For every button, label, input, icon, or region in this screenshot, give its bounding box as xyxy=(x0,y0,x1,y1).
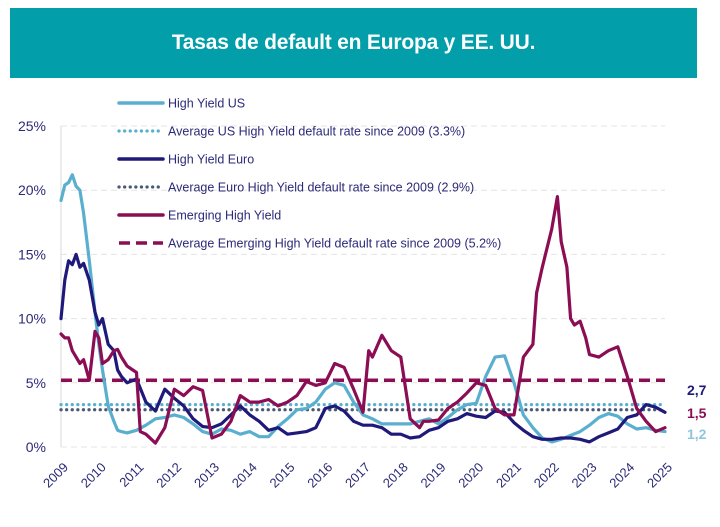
legend-label: High Yield US xyxy=(168,97,245,111)
end-value-label: 1,2 xyxy=(687,426,707,442)
legend-label: High Yield Euro xyxy=(168,153,254,167)
chart-title-banner: Tasas de default en Europa y EE. UU. xyxy=(10,8,697,78)
y-tick-label: 20% xyxy=(18,182,46,198)
x-tick-label: 2010 xyxy=(78,460,109,491)
x-tick-label: 2013 xyxy=(191,460,222,491)
y-tick-label: 0% xyxy=(26,439,46,455)
x-tick-label: 2025 xyxy=(644,460,675,491)
legend-label: Average US High Yield default rate since… xyxy=(168,125,465,139)
end-value-label: 1,5 xyxy=(687,405,707,421)
x-tick-label: 2020 xyxy=(455,460,486,491)
y-axis-ticks: 0% 5% 10% 15% 20% 25% xyxy=(18,118,46,455)
x-tick-label: 2011 xyxy=(116,460,146,490)
legend-label: Average Euro High Yield default rate sin… xyxy=(168,181,474,195)
x-tick-label: 2023 xyxy=(569,460,600,491)
x-tick-label: 2018 xyxy=(380,460,411,491)
x-tick-label: 2017 xyxy=(342,460,373,491)
x-tick-label: 2024 xyxy=(606,460,637,491)
x-tick-label: 2012 xyxy=(153,460,184,491)
legend: High Yield US Average US High Yield defau… xyxy=(117,97,501,251)
series-line-high-yield-us xyxy=(59,173,667,444)
x-tick-label: 2021 xyxy=(493,460,524,491)
y-tick-label: 25% xyxy=(18,118,46,134)
x-tick-label: 2014 xyxy=(229,460,260,491)
x-tick-label: 2016 xyxy=(304,460,335,491)
legend-label: Average Emerging High Yield default rate… xyxy=(168,237,501,251)
series-group xyxy=(59,173,667,445)
end-value-label: 2,7 xyxy=(687,382,707,398)
chart-title: Tasas de default en Europa y EE. UU. xyxy=(171,31,536,54)
series-line-emerging-high-yield xyxy=(59,195,667,445)
end-labels: 2,7 1,5 1,2 xyxy=(687,382,707,442)
y-tick-label: 10% xyxy=(18,311,46,327)
x-tick-label: 2019 xyxy=(418,460,449,491)
x-tick-label: 2009 xyxy=(40,460,71,491)
x-tick-label: 2022 xyxy=(531,460,562,491)
x-axis-ticks: 2009 2010 2011 2012 2013 2014 2015 2016 2017 2018… xyxy=(40,460,675,491)
y-tick-label: 5% xyxy=(26,375,46,391)
x-tick-label: 2015 xyxy=(267,460,298,491)
y-tick-label: 15% xyxy=(18,246,46,262)
legend-label: Emerging High Yield xyxy=(168,209,281,223)
